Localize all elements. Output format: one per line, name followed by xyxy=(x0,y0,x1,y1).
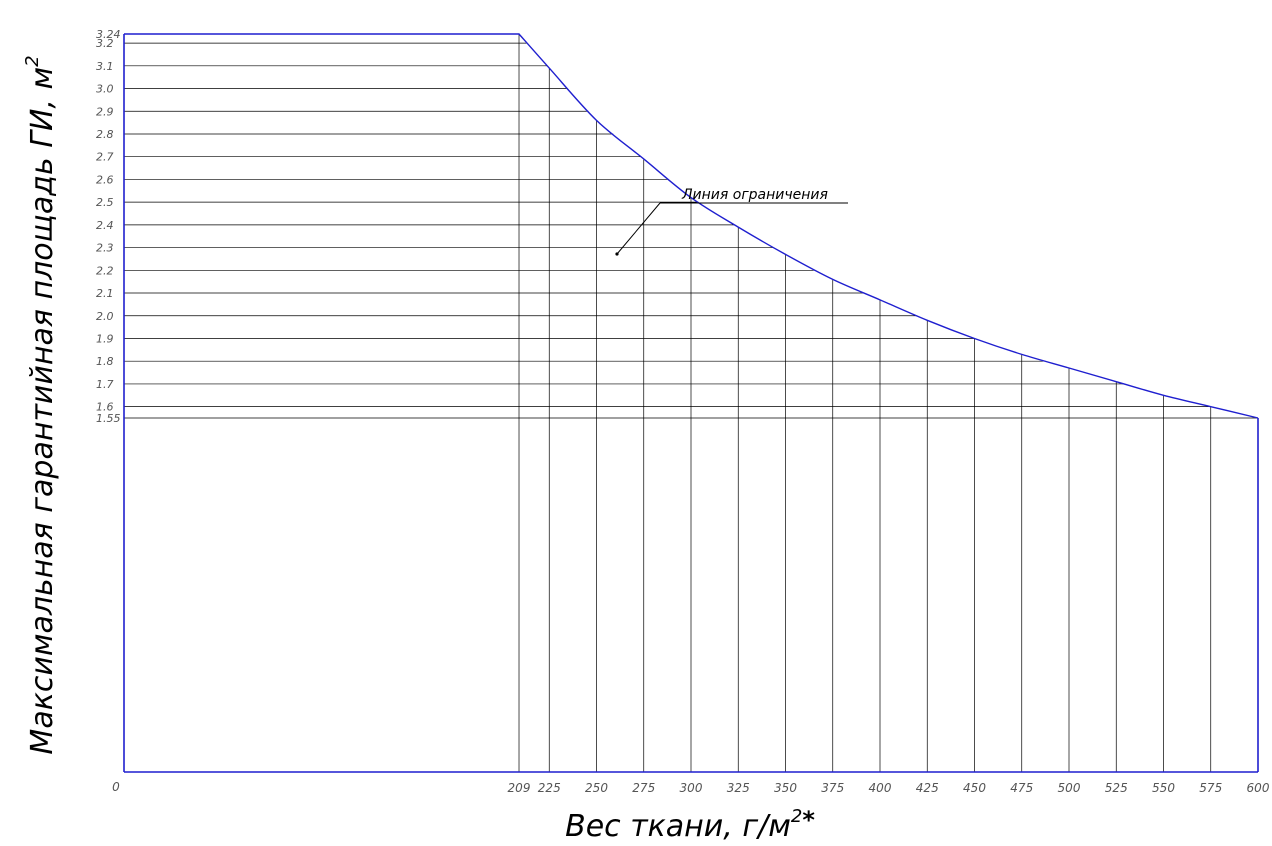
y-tick-label: 1.9 xyxy=(96,332,114,345)
x-tick-label: 225 xyxy=(538,781,561,795)
x-tick-label: 525 xyxy=(1105,781,1128,795)
x-axis-title-text: Вес ткани, г/м xyxy=(565,809,791,844)
x-axis-title: Вес ткани, г/м2* xyxy=(565,806,815,844)
y-axis-title-sup: 2 xyxy=(22,55,43,66)
x-tick-label: 400 xyxy=(869,781,892,795)
x-tick-label: 325 xyxy=(727,781,750,795)
x-tick-label: 475 xyxy=(1010,781,1033,795)
series-layer xyxy=(123,33,1259,773)
y-tick-label: 2.5 xyxy=(96,196,114,209)
y-tick-label: 3.0 xyxy=(96,83,114,96)
y-tick-label: 1.8 xyxy=(96,355,114,368)
y-tick-label: 2.4 xyxy=(96,219,114,232)
series-line-limit xyxy=(124,33,1259,419)
x-tick-label: 275 xyxy=(632,781,655,795)
x-tick-label-origin: 0 xyxy=(112,780,120,794)
x-tick-label: 550 xyxy=(1152,781,1175,795)
x-tick-label: 575 xyxy=(1199,781,1222,795)
tick-labels: 3.243.2 3.1 3.0 2.9 2.8 2.7 2.6 2.5 2.4 2.3 2.2 2.1… xyxy=(96,28,1270,795)
x-tick-label: 425 xyxy=(916,781,939,795)
x-tick-label: 600 xyxy=(1247,781,1270,795)
x-tick-label: 209 xyxy=(508,781,531,795)
annotation-label: Линия ограничения xyxy=(681,187,828,203)
y-axis-title: Максимальная гарантийная площадь ГИ, м2 xyxy=(22,55,60,754)
y-tick-label: 2.7 xyxy=(96,151,114,164)
y-tick-label: 2.1 xyxy=(96,287,114,300)
y-tick-label: 1.6 xyxy=(96,401,114,414)
x-axis-title-sup: 2 xyxy=(791,806,802,827)
y-tick-label: 1.55 xyxy=(96,412,121,425)
annotation-leader xyxy=(616,202,661,255)
y-tick-label: 3.24 xyxy=(96,28,121,41)
x-tick-label: 350 xyxy=(774,781,797,795)
x-tick-label: 250 xyxy=(585,781,608,795)
grid-lines xyxy=(124,34,1258,772)
annotation-dot xyxy=(615,252,619,256)
x-tick-label: 300 xyxy=(680,781,703,795)
x-axis-title-suffix: * xyxy=(802,806,815,834)
y-tick-label: 3.2 xyxy=(96,37,114,50)
x-tick-label: 500 xyxy=(1058,781,1081,795)
y-tick-label: 2.8 xyxy=(96,128,114,141)
y-tick-label: 1.7 xyxy=(96,378,114,391)
y-tick-label: 3.1 xyxy=(96,60,114,73)
y-tick-label: 2.6 xyxy=(96,173,114,186)
y-axis-title-text: Максимальная гарантийная площадь ГИ, м xyxy=(25,67,60,755)
y-tick-label: 2.3 xyxy=(96,242,114,255)
y-tick-label: 2.0 xyxy=(96,310,114,323)
y-tick-label: 2.2 xyxy=(96,264,114,277)
limit-line-annotation: Линия ограничения xyxy=(615,187,848,256)
x-tick-label: 375 xyxy=(821,781,844,795)
x-tick-label: 450 xyxy=(963,781,986,795)
y-tick-label: 2.9 xyxy=(96,105,114,118)
